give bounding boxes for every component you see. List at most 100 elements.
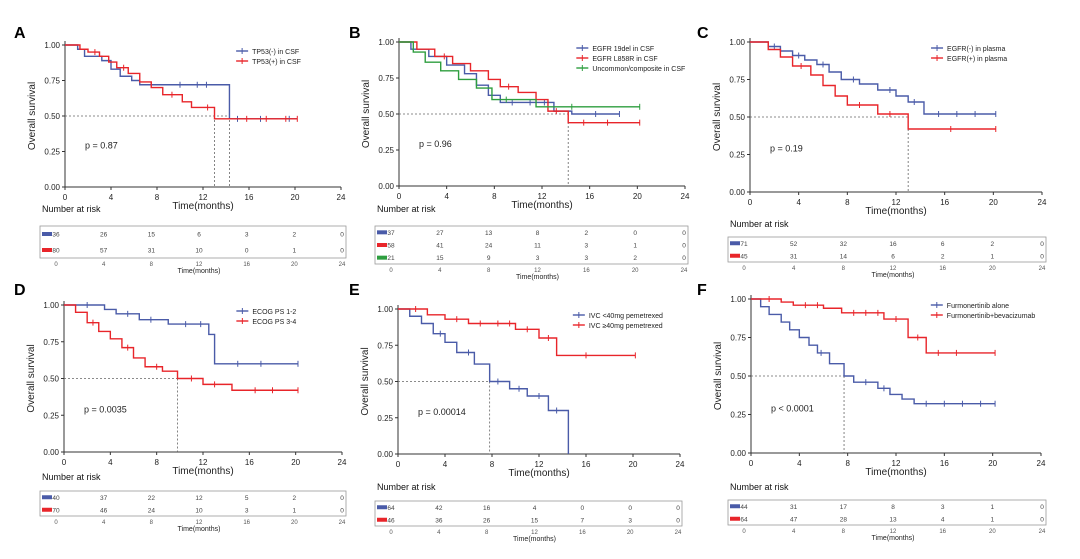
risk-x-tick-label: 16 — [243, 262, 250, 268]
risk-cell: 1 — [633, 243, 637, 250]
y-tick-label: 0.25 — [730, 411, 746, 420]
y-tick-label: 0.75 — [377, 341, 393, 350]
risk-cell: 58 — [387, 243, 395, 250]
risk-cell: 41 — [436, 243, 444, 250]
risk-x-tick-label: 8 — [842, 529, 846, 535]
risk-cell: 0 — [633, 230, 637, 237]
risk-cell: 71 — [740, 241, 748, 248]
y-axis-label: Overall survival — [713, 342, 724, 410]
y-tick-label: 0.75 — [44, 77, 60, 86]
survival-curve-1 — [64, 304, 298, 365]
risk-cell: 24 — [485, 243, 493, 250]
risk-cell: 0 — [340, 495, 344, 502]
risk-x-tick-label: 4 — [102, 262, 106, 268]
risk-cell: 17 — [840, 504, 848, 511]
legend-label: TP53(-) in CSF — [252, 49, 299, 56]
x-tick-label: 24 — [676, 460, 685, 469]
risk-x-tick-label: 4 — [792, 266, 796, 272]
risk-cell: 70 — [52, 507, 60, 514]
risk-cell: 0 — [245, 248, 249, 255]
risk-cell: 0 — [676, 505, 680, 512]
risk-row-swatch — [42, 495, 52, 500]
risk-cell: 3 — [245, 507, 249, 514]
risk-x-tick-label: 4 — [102, 520, 106, 526]
risk-cell: 2 — [293, 232, 297, 239]
risk-x-tick-label: 24 — [339, 520, 346, 526]
x-tick-label: 24 — [1037, 459, 1046, 468]
y-tick-label: 0.50 — [730, 372, 746, 381]
risk-cell: 0 — [581, 505, 585, 512]
risk-cell: 9 — [487, 255, 491, 262]
p-value: p = 0.19 — [770, 144, 803, 154]
risk-cell: 4 — [941, 516, 945, 523]
y-axis-label: Overall survival — [361, 80, 372, 148]
y-tick-label: 0.75 — [378, 74, 394, 83]
y-tick-label: 1.00 — [377, 305, 393, 314]
risk-x-tick-label: 0 — [389, 530, 393, 536]
risk-cell: 15 — [148, 232, 156, 239]
x-axis-label: Time(months) — [865, 206, 926, 217]
x-tick-label: 0 — [749, 459, 754, 468]
risk-x-axis-label: Time(months) — [872, 272, 915, 279]
risk-cell: 0 — [1040, 504, 1044, 511]
x-tick-label: 8 — [845, 198, 850, 207]
risk-x-tick-label: 0 — [742, 529, 746, 535]
risk-cell: 5 — [245, 495, 249, 502]
x-tick-label: 24 — [337, 193, 346, 202]
risk-cell: 3 — [941, 504, 945, 511]
survival-curve-3 — [399, 41, 640, 108]
legend-label: EGFR 19del in CSF — [592, 46, 654, 53]
risk-x-tick-label: 20 — [291, 520, 298, 526]
risk-cell: 2 — [941, 253, 945, 260]
survival-curve-1 — [398, 308, 570, 454]
y-tick-label: 1.00 — [43, 301, 59, 310]
risk-cell: 11 — [534, 243, 541, 250]
risk-x-tick-label: 16 — [939, 266, 946, 272]
risk-row-swatch — [42, 507, 52, 512]
panel-e: E 0.00 0.25 0.50 0.75 1.00 0 4 8 12 16 20 24 Time(mon… — [349, 282, 685, 543]
legend-label: EGFR L858R in CSF — [592, 56, 657, 63]
risk-cell: 1 — [991, 504, 995, 511]
risk-cell: 80 — [52, 248, 60, 255]
risk-cell: 6 — [197, 232, 201, 239]
x-tick-label: 20 — [291, 193, 300, 202]
legend-label: ECOG PS 3-4 — [252, 319, 296, 326]
p-value: p = 0.96 — [419, 139, 452, 149]
risk-cell: 15 — [531, 517, 539, 524]
risk-cell: 64 — [387, 505, 395, 512]
risk-cell: 0 — [682, 255, 686, 262]
risk-x-tick-label: 4 — [437, 530, 441, 536]
x-tick-label: 0 — [63, 193, 68, 202]
x-tick-label: 0 — [396, 460, 401, 469]
risk-cell: 3 — [536, 255, 540, 262]
risk-cell: 0 — [340, 248, 344, 255]
survival-curve-2 — [399, 41, 640, 124]
risk-cell: 8 — [891, 504, 895, 511]
y-tick-label: 0.75 — [730, 334, 746, 343]
risk-x-tick-label: 20 — [989, 266, 996, 272]
risk-x-tick-label: 8 — [487, 268, 491, 274]
risk-cell: 6 — [891, 253, 895, 260]
panel-b: B0.000.250.500.751.000 4 8 12 16 20 24Time(mon… — [349, 25, 690, 281]
survival-curve-1 — [751, 298, 996, 405]
survival-curve-2 — [64, 304, 298, 391]
risk-table-box — [727, 236, 1047, 263]
risk-x-tick-label: 24 — [675, 530, 682, 536]
risk-x-tick-label: 20 — [627, 530, 634, 536]
risk-cell: 1 — [991, 253, 995, 260]
x-tick-label: 12 — [892, 198, 901, 207]
risk-cell: 31 — [790, 253, 798, 260]
risk-cell: 31 — [148, 248, 156, 255]
risk-table-box — [727, 499, 1047, 526]
y-axis-label: Overall survival — [360, 347, 371, 415]
risk-cell: 37 — [387, 230, 395, 237]
legend-label: IVC ≥40mg pemetrexed — [589, 323, 663, 330]
risk-row-swatch — [730, 516, 740, 521]
risk-cell: 2 — [991, 241, 995, 248]
y-tick-label: 0.50 — [44, 112, 60, 121]
x-axis-label: Time(months) — [865, 467, 926, 478]
p-value: p < 0.0001 — [771, 403, 814, 413]
y-tick-label: 0.00 — [729, 188, 745, 197]
risk-table-box — [374, 500, 683, 527]
